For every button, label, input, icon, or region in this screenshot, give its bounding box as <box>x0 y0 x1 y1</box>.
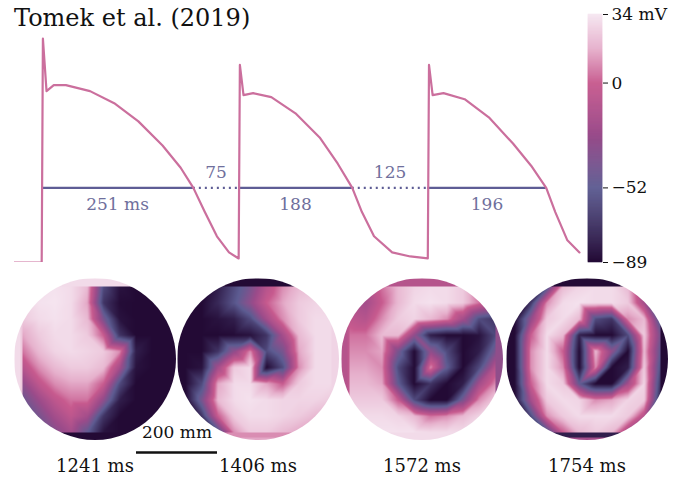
svg-text:125: 125 <box>374 162 406 182</box>
svg-text:200 mm: 200 mm <box>142 422 212 442</box>
svg-text:−52: −52 <box>612 177 648 197</box>
html-text:1241 ms: 1241 ms <box>56 455 134 476</box>
html-text:1406 ms: 1406 ms <box>219 455 297 476</box>
svg-text:188: 188 <box>279 194 311 214</box>
svg-text:75: 75 <box>205 162 227 182</box>
html-text:Tomek et al. (2019): Tomek et al. (2019) <box>14 4 251 32</box>
svg-text:251 ms: 251 ms <box>86 194 149 214</box>
svg-text:34 mV: 34 mV <box>612 4 668 24</box>
svg-text:0: 0 <box>612 72 623 92</box>
html-text:1572 ms: 1572 ms <box>383 455 461 476</box>
svg-text:−89: −89 <box>612 252 648 272</box>
html-text:1754 ms: 1754 ms <box>548 455 626 476</box>
svg-text:196: 196 <box>471 194 503 214</box>
